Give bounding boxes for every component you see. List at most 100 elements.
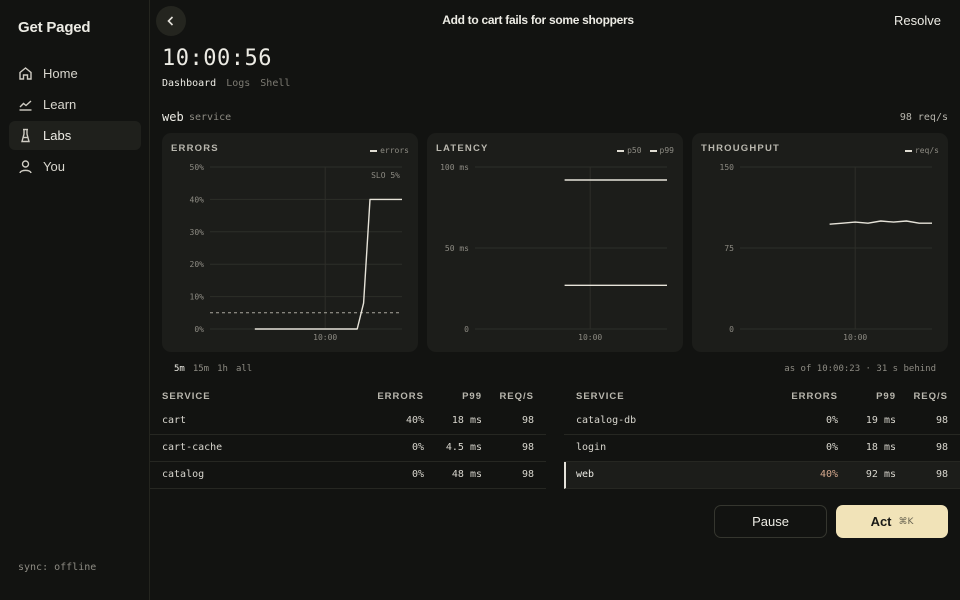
sidebar-nav: Home Learn Labs You xyxy=(9,59,141,183)
tab-logs[interactable]: Logs xyxy=(226,78,251,89)
range-15m[interactable]: 15m xyxy=(192,364,210,374)
table-row[interactable]: catalog-db 0% 19 ms 98 xyxy=(564,408,960,435)
series-line-errors xyxy=(254,198,402,330)
col-reqs: REQ/S xyxy=(499,391,534,402)
cell-errors: 40% xyxy=(405,415,424,426)
table-header: SERVICE ERRORS P99 REQ/S xyxy=(564,384,960,408)
data-freshness: as of 10:00:23 · 31 s behind xyxy=(784,364,936,374)
y-tick-label: 75 xyxy=(724,244,734,253)
sidebar-item-learn[interactable]: Learn xyxy=(9,90,141,119)
sidebar-item-labs[interactable]: Labs xyxy=(9,121,141,150)
chart-legend: errors xyxy=(370,146,409,155)
service-sub: service xyxy=(189,112,232,123)
chart-title: ERRORS xyxy=(171,143,219,154)
x-tick-label: 10:00 xyxy=(843,333,867,342)
y-tick-label: 0 xyxy=(729,325,734,334)
sidebar-item-label: Labs xyxy=(43,128,72,143)
table-row-selected[interactable]: web 40% 92 ms 98 xyxy=(564,462,960,489)
range-5m[interactable]: 5m xyxy=(174,364,185,374)
cell-service: cart-cache xyxy=(162,442,223,453)
tab-shell[interactable]: Shell xyxy=(260,78,291,89)
tab-dashboard[interactable]: Dashboard xyxy=(162,78,217,89)
sidebar-item-you[interactable]: You xyxy=(9,152,141,181)
cell-p99: 4.5 ms xyxy=(445,442,482,453)
services-table-right: SERVICE ERRORS P99 REQ/S catalog-db 0% 1… xyxy=(564,384,960,489)
y-tick-label: 50 ms xyxy=(445,244,469,253)
brand-logo[interactable]: Get Paged xyxy=(18,19,91,36)
legend-item: errors xyxy=(370,146,409,155)
sidebar-item-label: You xyxy=(43,159,65,174)
y-tick-label: 150 xyxy=(720,163,735,172)
cell-service: cart xyxy=(162,415,187,426)
incident-title: Add to cart fails for some shoppers xyxy=(442,13,634,27)
cell-reqs: 98 xyxy=(521,469,534,480)
chart-legend: req/s xyxy=(904,146,939,155)
table-row[interactable]: cart 40% 18 ms 98 xyxy=(150,408,546,435)
time-range-selector: 5m 15m 1h all xyxy=(174,364,252,374)
col-p99: P99 xyxy=(876,391,896,402)
cell-errors: 40% xyxy=(819,469,838,480)
cell-reqs: 98 xyxy=(935,469,948,480)
pause-label: Pause xyxy=(752,514,789,529)
slo-annotation: SLO 5% xyxy=(371,171,400,180)
chart-legend: p50 p99 xyxy=(617,146,674,155)
cell-reqs: 98 xyxy=(521,442,534,453)
back-button[interactable] xyxy=(156,6,186,36)
y-tick-label: 100 ms xyxy=(440,163,469,172)
table-row[interactable]: catalog 0% 48 ms 98 xyxy=(150,462,546,489)
col-errors: ERRORS xyxy=(377,391,424,402)
y-tick-label: 30% xyxy=(190,228,205,237)
home-icon xyxy=(18,66,33,81)
cell-errors: 0% xyxy=(825,415,838,426)
y-tick-label: 50% xyxy=(190,163,205,172)
shortcut-hint: ⌘K xyxy=(898,516,914,527)
cell-p99: 19 ms xyxy=(865,415,896,426)
sidebar-item-home[interactable]: Home xyxy=(9,59,141,88)
series-line-req-s xyxy=(829,220,932,225)
latency-chart: LATENCY p50 p99 100 ms 50 ms 0 10:00 xyxy=(427,133,683,352)
y-tick-label: 40% xyxy=(190,195,205,204)
y-tick-label: 0% xyxy=(194,325,204,334)
chart-title: THROUGHPUT xyxy=(701,143,781,154)
chart-line-icon xyxy=(18,97,33,112)
table-row[interactable]: login 0% 18 ms 98 xyxy=(564,435,960,462)
cell-reqs: 98 xyxy=(521,415,534,426)
services-table-left: SERVICE ERRORS P99 REQ/S cart 40% 18 ms … xyxy=(150,384,546,489)
chart-title: LATENCY xyxy=(436,143,489,154)
cell-errors: 0% xyxy=(411,442,424,453)
service-rate: 98 req/s xyxy=(899,112,948,123)
col-service: SERVICE xyxy=(576,391,625,402)
y-tick-label: 0 xyxy=(464,325,469,334)
sidebar: Get Paged Home Learn Labs You sync: xyxy=(0,0,150,600)
legend-item: req/s xyxy=(904,146,939,155)
flask-icon xyxy=(18,128,33,143)
clock: 10:00:56 xyxy=(162,46,272,71)
resolve-button[interactable]: Resolve xyxy=(894,13,941,28)
errors-chart: ERRORS errors 50% 40% 30% 20% 10% 0% 10:00 SLO … xyxy=(162,133,418,352)
cell-p99: 48 ms xyxy=(451,469,482,480)
cell-reqs: 98 xyxy=(935,442,948,453)
view-tabs: Dashboard Logs Shell xyxy=(162,78,290,89)
act-button[interactable]: Act ⌘K xyxy=(836,505,948,538)
service-name: web xyxy=(162,110,184,124)
x-tick-label: 10:00 xyxy=(578,333,602,342)
sidebar-item-label: Learn xyxy=(43,97,77,112)
table-row[interactable]: cart-cache 0% 4.5 ms 98 xyxy=(150,435,546,462)
table-header: SERVICE ERRORS P99 REQ/S xyxy=(150,384,546,408)
pause-button[interactable]: Pause xyxy=(714,505,827,538)
cell-errors: 0% xyxy=(825,442,838,453)
range-1h[interactable]: 1h xyxy=(217,364,228,374)
y-tick-label: 20% xyxy=(190,260,205,269)
user-icon xyxy=(18,159,33,174)
legend-item: p99 xyxy=(649,146,674,155)
col-service: SERVICE xyxy=(162,391,211,402)
range-all[interactable]: all xyxy=(235,364,253,374)
cell-service: catalog-db xyxy=(576,415,637,426)
cell-errors: 0% xyxy=(411,469,424,480)
throughput-chart: THROUGHPUT req/s 150 75 0 10:00 xyxy=(692,133,948,352)
sidebar-item-label: Home xyxy=(43,66,78,81)
cell-p99: 18 ms xyxy=(865,442,896,453)
cell-service: login xyxy=(576,442,607,453)
col-errors: ERRORS xyxy=(791,391,838,402)
cell-p99: 18 ms xyxy=(451,415,482,426)
